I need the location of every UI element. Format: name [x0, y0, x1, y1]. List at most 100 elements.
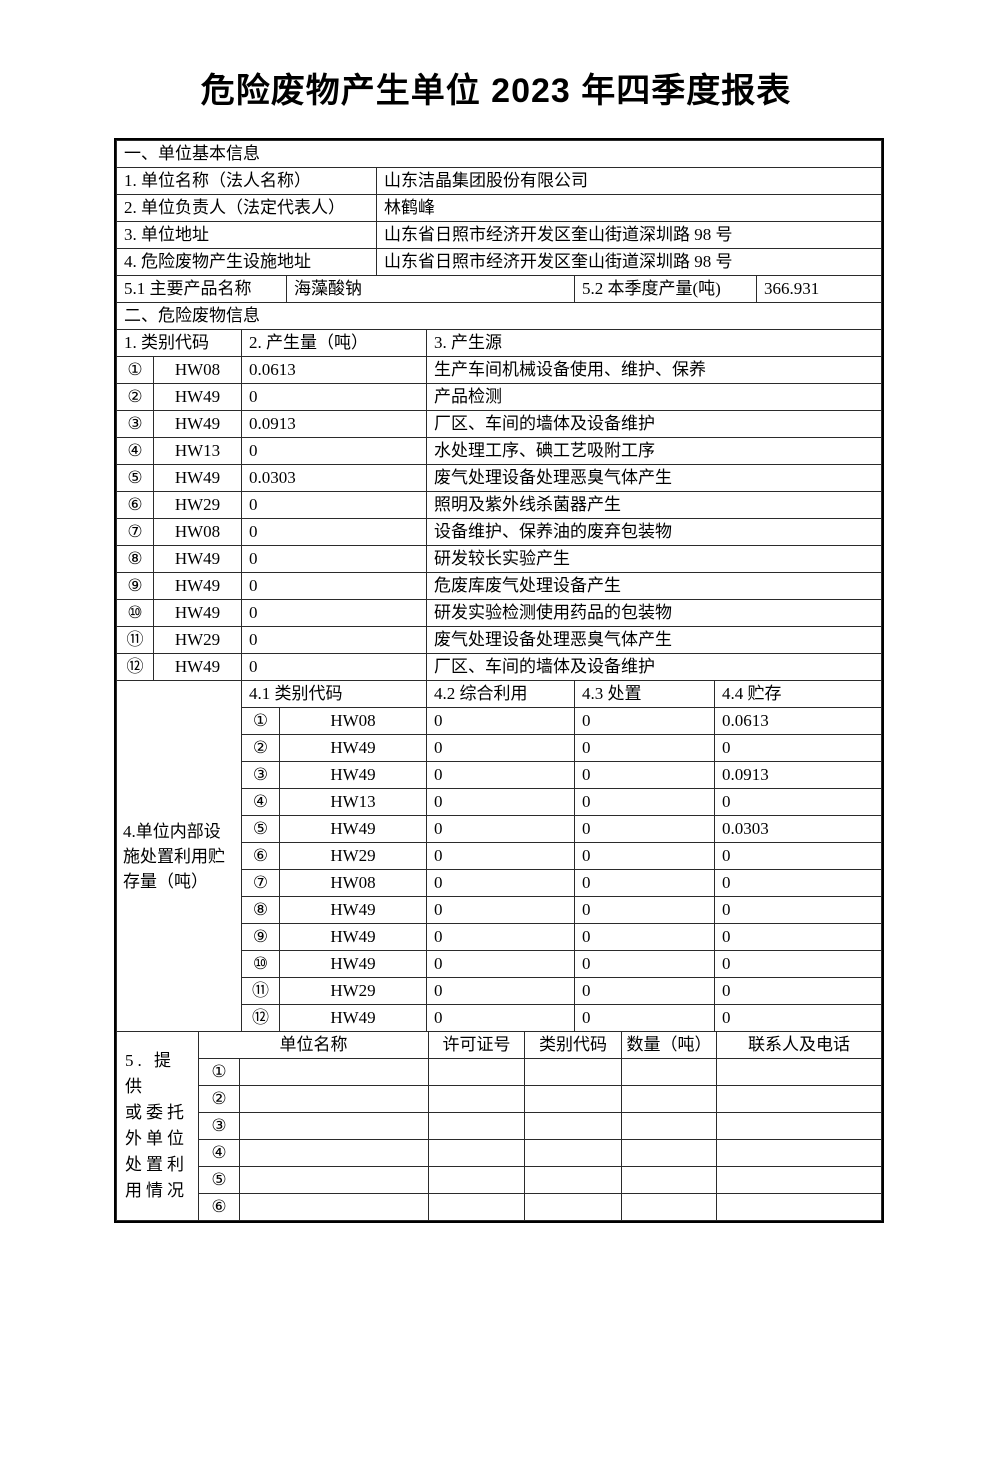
table-row: ④ HW13 0 水处理工序、碘工艺吸附工序	[116, 437, 882, 465]
internal-utilization: 0	[426, 815, 575, 843]
internal-disposal: 0	[574, 761, 715, 789]
external-col-code: 类别代码	[524, 1031, 622, 1059]
internal-code: HW29	[279, 842, 427, 870]
waste-qty: 0	[241, 491, 427, 519]
table-row: ② HW49 0 产品检测	[116, 383, 882, 411]
internal-code: HW49	[279, 1004, 427, 1032]
product-name-label: 5.1 主要产品名称	[116, 275, 287, 303]
row-index-badge: ④	[116, 437, 154, 465]
facility-address-value: 山东省日照市经济开发区奎山街道深圳路 98 号	[376, 248, 882, 276]
section1-header: 一、单位基本信息	[116, 140, 882, 168]
external-permit-cell	[428, 1166, 525, 1194]
internal-code: HW49	[279, 950, 427, 978]
internal-disposal: 0	[574, 1004, 715, 1032]
waste-code: HW29	[153, 626, 242, 654]
internal-utilization: 0	[426, 977, 575, 1005]
internal-code: HW13	[279, 788, 427, 816]
waste-source: 水处理工序、碘工艺吸附工序	[426, 437, 882, 465]
waste-code: HW49	[153, 572, 242, 600]
row-index-badge: ①	[241, 707, 280, 735]
waste-code: HW49	[153, 464, 242, 492]
row-index-badge: ⑨	[241, 923, 280, 951]
external-code-cell	[524, 1085, 622, 1113]
external-qty-cell	[621, 1112, 717, 1140]
waste-source: 研发较长实验产生	[426, 545, 882, 573]
row-index-badge: ⑫	[116, 653, 154, 681]
row-index-badge: ⑥	[198, 1193, 240, 1221]
internal-storage: 0	[714, 923, 882, 951]
waste-qty: 0	[241, 626, 427, 654]
table-row: ②	[117, 1085, 882, 1113]
internal-code: HW08	[279, 707, 427, 735]
external-permit-cell	[428, 1193, 525, 1221]
waste-qty: 0	[241, 518, 427, 546]
external-permit-cell	[428, 1112, 525, 1140]
waste-code: HW08	[153, 518, 242, 546]
table-row: ⑥	[117, 1193, 882, 1221]
internal-storage: 0	[714, 977, 882, 1005]
internal-utilization: 0	[426, 869, 575, 897]
waste-source: 危废库废气处理设备产生	[426, 572, 882, 600]
waste-source: 照明及紫外线杀菌器产生	[426, 491, 882, 519]
external-qty-cell	[621, 1193, 717, 1221]
external-unit-name-cell	[239, 1058, 429, 1086]
row-index-badge: ①	[198, 1058, 240, 1086]
waste-source: 设备维护、保养油的废弃包装物	[426, 518, 882, 546]
table-row: ① HW08 0.0613 生产车间机械设备使用、维护、保养	[116, 356, 882, 384]
row-index-badge: ⑦	[116, 518, 154, 546]
row-index-badge: ⑩	[241, 950, 280, 978]
row-index-badge: ②	[116, 383, 154, 411]
quarter-output-label: 5.2 本季度产量(吨)	[574, 275, 757, 303]
internal-storage: 0	[714, 869, 882, 897]
waste-col-code: 1. 类别代码	[116, 329, 242, 357]
internal-utilization: 0	[426, 761, 575, 789]
table-row: ⑪ HW29 0 废气处理设备处理恶臭气体产生	[116, 626, 882, 654]
row-index-badge: ⑥	[241, 842, 280, 870]
row-index-badge: ⑤	[198, 1166, 240, 1194]
internal-code: HW49	[279, 734, 427, 762]
external-unit-name-cell	[239, 1193, 429, 1221]
unit-address-label: 3. 单位地址	[116, 221, 377, 249]
internal-storage: 0	[714, 1004, 882, 1032]
external-disposal-label: 5. 提供 或委托 外单位 处置利 用情况	[116, 1031, 199, 1221]
internal-storage: 0	[714, 734, 882, 762]
internal-utilization: 0	[426, 896, 575, 924]
table-row: ①	[117, 1058, 882, 1086]
external-contact-cell	[716, 1112, 882, 1140]
internal-storage: 0.0303	[714, 815, 882, 843]
internal-storage: 0	[714, 950, 882, 978]
waste-code: HW49	[153, 383, 242, 411]
external-code-cell	[524, 1166, 622, 1194]
waste-source: 产品检测	[426, 383, 882, 411]
waste-source: 厂区、车间的墙体及设备维护	[426, 653, 882, 681]
row-index-badge: ⑤	[241, 815, 280, 843]
row-index-badge: ⑧	[241, 896, 280, 924]
internal-code: HW49	[279, 815, 427, 843]
external-contact-cell	[716, 1058, 882, 1086]
internal-storage: 0	[714, 896, 882, 924]
external-col-contact: 联系人及电话	[716, 1031, 882, 1059]
internal-storage: 0.0913	[714, 761, 882, 789]
unit-head-label: 2. 单位负责人（法定代表人）	[116, 194, 377, 222]
row-index-badge: ③	[116, 410, 154, 438]
internal-storage: 0	[714, 788, 882, 816]
internal-disposal: 0	[574, 896, 715, 924]
internal-disposal: 0	[574, 950, 715, 978]
table-row: ⑦ HW08 0 设备维护、保养油的废弃包装物	[116, 518, 882, 546]
internal-code: HW29	[279, 977, 427, 1005]
external-qty-cell	[621, 1166, 717, 1194]
external-col-qty: 数量（吨）	[621, 1031, 717, 1059]
waste-qty: 0	[241, 383, 427, 411]
internal-col-utilization: 4.2 综合利用	[426, 680, 575, 708]
internal-disposal-label: 4.单位内部设 施处置利用贮 存量（吨）	[116, 680, 242, 1032]
internal-col-code: 4.1 类别代码	[241, 680, 427, 708]
internal-disposal: 0	[574, 977, 715, 1005]
page-title: 危险废物产生单位 2023 年四季度报表	[200, 72, 792, 110]
waste-source: 生产车间机械设备使用、维护、保养	[426, 356, 882, 384]
internal-utilization: 0	[426, 788, 575, 816]
table-row: ⑤ HW49 0.0303 废气处理设备处理恶臭气体产生	[116, 464, 882, 492]
external-unit-name-cell	[239, 1085, 429, 1113]
internal-disposal: 0	[574, 734, 715, 762]
waste-qty: 0.0303	[241, 464, 427, 492]
row-index-badge: ③	[198, 1112, 240, 1140]
